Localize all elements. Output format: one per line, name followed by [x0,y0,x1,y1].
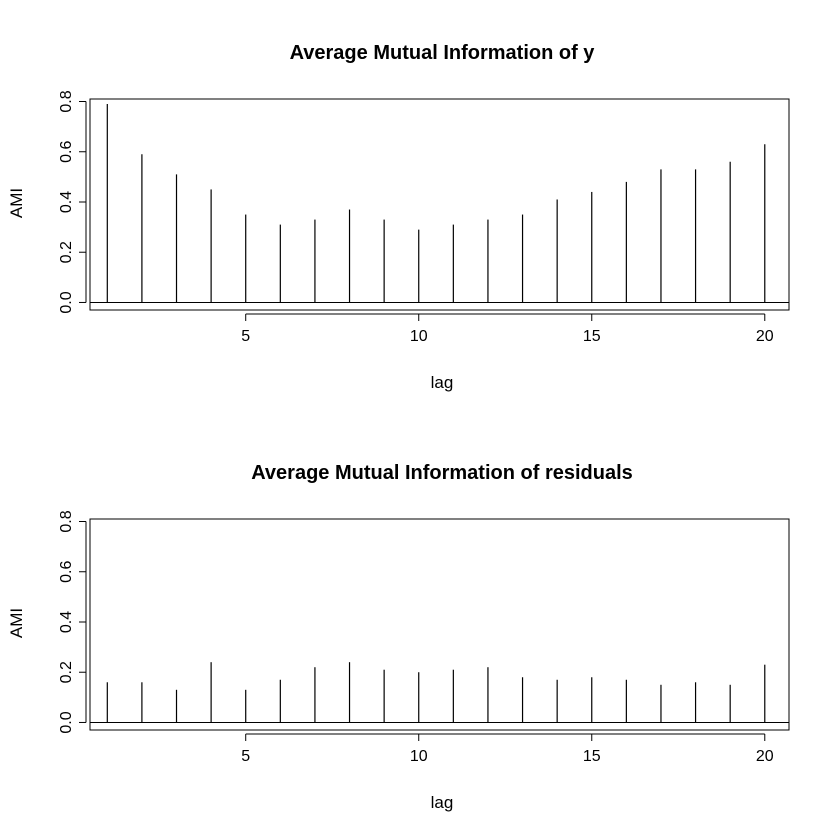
x-tick-label: 15 [583,328,601,345]
bar-series [106,104,766,303]
y-tick-label: 0.0 [58,711,75,733]
y-tick-label: 0.8 [58,510,75,532]
x-tick-label: 5 [241,328,250,345]
ami-y-panel: Average Mutual Information of y lag AMI … [7,42,790,392]
bar-series [106,662,766,723]
y-tick-label: 0.4 [58,191,75,213]
y-tick-label: 0.6 [58,561,75,583]
y-ticks: 0.0 0.2 0.4 0.6 0.8 [58,510,87,734]
y-tick-label: 0.0 [58,291,75,313]
x-axis-label: lag [431,373,454,392]
y-axis-label: AMI [7,188,26,218]
plot-frame [89,518,790,731]
y-tick-label: 0.2 [58,661,75,683]
x-tick-label: 5 [241,748,250,765]
x-tick-label: 20 [756,748,774,765]
plot-frame [89,98,790,311]
x-tick-label: 15 [583,748,601,765]
y-tick-label: 0.8 [58,90,75,112]
chart-title: Average Mutual Information of y [290,42,596,64]
x-axis-label: lag [431,793,454,812]
y-ticks: 0.0 0.2 0.4 0.6 0.8 [58,90,87,314]
x-tick-label: 20 [756,328,774,345]
chart-title: Average Mutual Information of residuals [251,462,633,484]
y-tick-label: 0.2 [58,241,75,263]
y-axis-label: AMI [7,608,26,638]
y-tick-label: 0.4 [58,611,75,633]
ami-residuals-panel: Average Mutual Information of residuals … [7,462,790,812]
y-tick-label: 0.6 [58,141,75,163]
x-ticks: 5 10 15 20 [241,733,774,765]
x-tick-label: 10 [410,748,428,765]
x-tick-label: 10 [410,328,428,345]
x-ticks: 5 10 15 20 [241,313,774,345]
